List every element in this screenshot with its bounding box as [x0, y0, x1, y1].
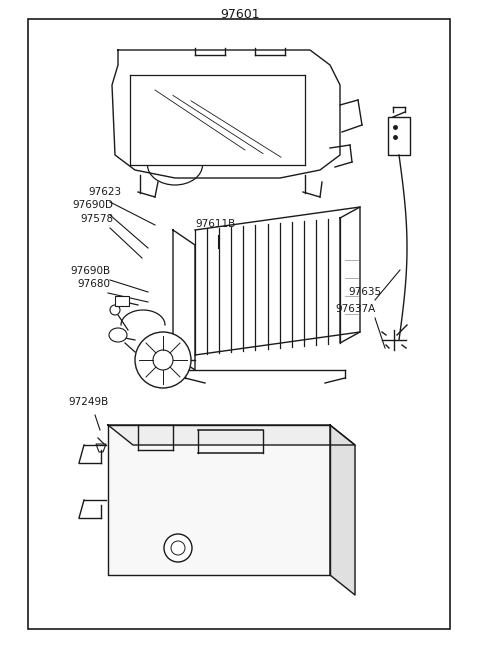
Text: 97635: 97635	[348, 287, 381, 297]
Text: 97611B: 97611B	[195, 219, 235, 229]
Polygon shape	[108, 425, 355, 445]
Circle shape	[164, 534, 192, 562]
Text: 97249B: 97249B	[68, 397, 108, 407]
Bar	[115, 296, 129, 306]
Polygon shape	[108, 425, 330, 575]
Text: 97601: 97601	[220, 9, 260, 22]
Bar	[388, 117, 410, 155]
Circle shape	[110, 305, 120, 315]
Circle shape	[171, 541, 185, 555]
Circle shape	[153, 350, 173, 370]
Polygon shape	[340, 207, 360, 343]
Text: 97680: 97680	[77, 279, 110, 289]
Ellipse shape	[109, 328, 127, 342]
Text: 97690D: 97690D	[72, 200, 113, 210]
Text: 97623: 97623	[88, 187, 121, 197]
Bar	[28, 19, 450, 629]
Polygon shape	[96, 444, 106, 452]
Polygon shape	[330, 425, 355, 595]
Text: 97578: 97578	[80, 214, 113, 224]
Polygon shape	[173, 230, 195, 370]
Text: 97637A: 97637A	[335, 304, 375, 314]
Circle shape	[135, 332, 191, 388]
Text: 97690B: 97690B	[70, 266, 110, 276]
